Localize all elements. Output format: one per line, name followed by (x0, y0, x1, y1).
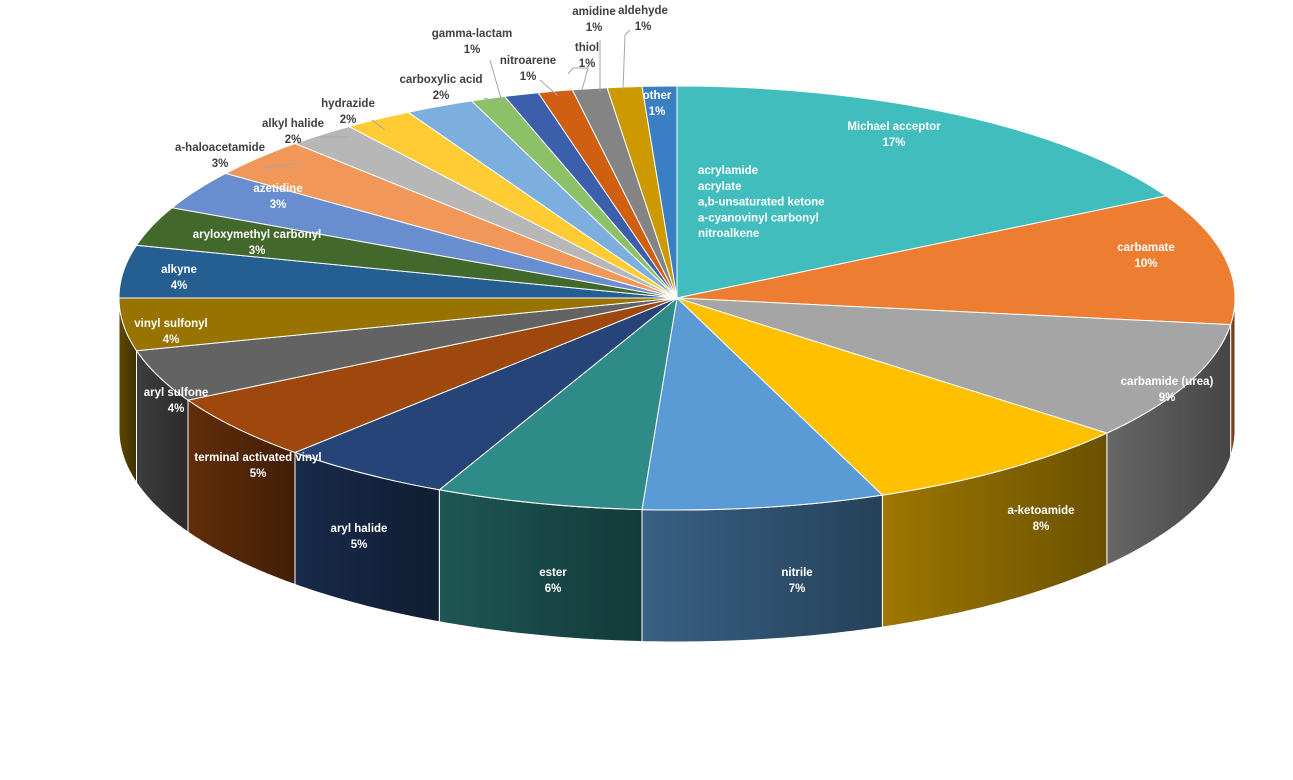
slice-percent-aryl-halide: 5% (351, 539, 368, 551)
label-group-thiol: thiol 1% (575, 42, 599, 70)
label-group-vinyl-sulfonyl: vinyl sulfonyl 4% (134, 318, 208, 346)
slice-label-nitrile: nitrile (781, 567, 812, 579)
slice-a-ketoamide (676, 297, 1109, 496)
label-group-nitroarene: nitroarene 1% (500, 55, 556, 83)
pie-side-walls (118, 298, 1236, 643)
slice-detail-a-cyanovinyl-carbonyl: a-cyanovinyl carbonyl (698, 212, 819, 224)
slice-percent-ester: 6% (545, 583, 562, 595)
slice-percent-aryloxymethyl-carbonyl: 3% (249, 245, 266, 257)
slice-detail-a-b-unsaturated-ketone: a,b-unsaturated ketone (698, 197, 825, 209)
slice-label-aryl-sulfone: aryl sulfone (144, 387, 209, 399)
slice-label-gamma-lactam: gamma-lactam (432, 28, 513, 40)
slice-percent-alkyl-halide: 2% (285, 134, 302, 146)
slice-label-carboxylic-acid: carboxylic acid (399, 74, 482, 86)
slice-label-ester: ester (539, 567, 567, 579)
slice-percent-gamma-lactam: 1% (464, 44, 481, 56)
pie-top-faces (118, 85, 1236, 511)
slice-labels: Michael acceptor 17% acrylamide acrylate a,b… (134, 5, 1213, 595)
leader-line-thiol (567, 67, 589, 91)
label-group-carboxylic-acid: carboxylic acid 2% (399, 74, 482, 102)
label-group-michael-acceptor: Michael acceptor 17% acrylamide acrylate a,b… (698, 121, 941, 240)
slice-percent-terminal-activated-vinyl: 5% (250, 468, 267, 480)
slice-percent-alkyne: 4% (171, 280, 188, 292)
slice-label-aryl-halide: aryl halide (331, 523, 388, 535)
slice-label-alkyne: alkyne (161, 264, 197, 276)
slice-label-carbamate: carbamate (1117, 242, 1175, 254)
slice-percent-carbamide-urea: 9% (1159, 392, 1176, 404)
slice-percent-nitrile: 7% (789, 583, 806, 595)
label-group-amidine: amidine 1% (572, 6, 615, 34)
slice-percent-azetidine: 3% (270, 199, 287, 211)
side-wall-nitrile (641, 494, 883, 643)
slice-label-terminal-activated-vinyl: terminal activated vinyl (194, 452, 321, 464)
label-group-a-haloacetamide: a-haloacetamide 3% (175, 142, 265, 170)
label-group-a-ketoamide: a-ketoamide 8% (1007, 505, 1074, 533)
slice-detail-acrylamide: acrylamide (698, 165, 758, 177)
slice-percent-other: 1% (649, 106, 666, 118)
slice-label-thiol: thiol (575, 42, 599, 54)
slice-detail-acrylate: acrylate (698, 181, 741, 193)
slice-terminal-activated-vinyl (186, 297, 678, 454)
slice-label-michael-acceptor: Michael acceptor (847, 121, 941, 133)
slice-carbamate (676, 195, 1236, 326)
slice-percent-carbamate: 10% (1134, 258, 1157, 270)
label-group-aryl-sulfone: aryl sulfone 4% (144, 387, 209, 415)
slice-label-azetidine: azetidine (253, 183, 302, 195)
leader-lines (261, 29, 631, 169)
label-group-terminal-activated-vinyl: terminal activated vinyl 5% (194, 452, 321, 480)
side-wall-ester (438, 489, 643, 643)
slice-percent-vinyl-sulfonyl: 4% (163, 334, 180, 346)
leader-line-carboxylic-acid (483, 97, 498, 103)
slice-label-nitroarene: nitroarene (500, 55, 556, 67)
slice-percent-michael-acceptor: 17% (882, 137, 905, 149)
label-group-ester: ester 6% (539, 567, 567, 595)
slice-label-carbamide-urea: carbamide (urea) (1121, 376, 1214, 388)
slice-percent-aryl-sulfone: 4% (168, 403, 185, 415)
slice-percent-nitroarene: 1% (520, 71, 537, 83)
label-group-carbamide-urea: carbamide (urea) 9% (1121, 376, 1214, 404)
slice-percent-hydrazide: 2% (340, 114, 357, 126)
leader-line-gamma-lactam (489, 59, 503, 103)
slice-carbamide-urea (676, 297, 1232, 434)
label-group-aryloxymethyl-carbonyl: aryloxymethyl carbonyl 3% (193, 229, 321, 257)
label-group-alkyl-halide: alkyl halide 2% (262, 118, 324, 146)
slice-other (641, 85, 678, 299)
label-group-aryl-halide: aryl halide 5% (331, 523, 388, 551)
label-group-carbamate: carbamate 10% (1117, 242, 1175, 270)
label-group-nitrile: nitrile 7% (781, 567, 812, 595)
label-group-other: other 1% (643, 90, 672, 118)
slice-label-vinyl-sulfonyl: vinyl sulfonyl (134, 318, 208, 330)
slice-label-amidine: amidine (572, 6, 615, 18)
leader-line-hydrazide (371, 119, 386, 131)
slice-percent-a-haloacetamide: 3% (212, 158, 229, 170)
slice-detail-nitroalkene: nitroalkene (698, 228, 759, 240)
slice-percent-a-ketoamide: 8% (1033, 521, 1050, 533)
slice-ester (438, 296, 678, 511)
label-group-alkyne: alkyne 4% (161, 264, 197, 292)
slice-label-aldehyde: aldehyde (618, 5, 668, 17)
slice-label-aryloxymethyl-carbonyl: aryloxymethyl carbonyl (193, 229, 321, 241)
leader-line-aldehyde (622, 29, 631, 91)
slice-percent-aldehyde: 1% (635, 21, 652, 33)
slice-aryl-halide (293, 297, 678, 491)
slice-percent-amidine: 1% (586, 22, 603, 34)
leader-line-a-haloacetamide (261, 162, 301, 169)
label-group-aldehyde: aldehyde 1% (618, 5, 668, 33)
slice-label-hydrazide: hydrazide (321, 98, 375, 110)
slice-label-a-ketoamide: a-ketoamide (1007, 505, 1074, 517)
slice-label-alkyl-halide: alkyl halide (262, 118, 324, 130)
slice-label-a-haloacetamide: a-haloacetamide (175, 142, 265, 154)
slice-nitrile (641, 296, 884, 511)
slice-michael-acceptor (676, 85, 1168, 299)
label-group-gamma-lactam: gamma-lactam 1% (432, 28, 513, 56)
slice-percent-carboxylic-acid: 2% (433, 90, 450, 102)
leader-line-nitroarene (539, 79, 559, 97)
slice-percent-thiol: 1% (579, 58, 596, 70)
label-group-hydrazide: hydrazide 2% (321, 98, 375, 126)
label-group-azetidine: azetidine 3% (253, 183, 302, 211)
slice-label-other: other (643, 90, 672, 102)
